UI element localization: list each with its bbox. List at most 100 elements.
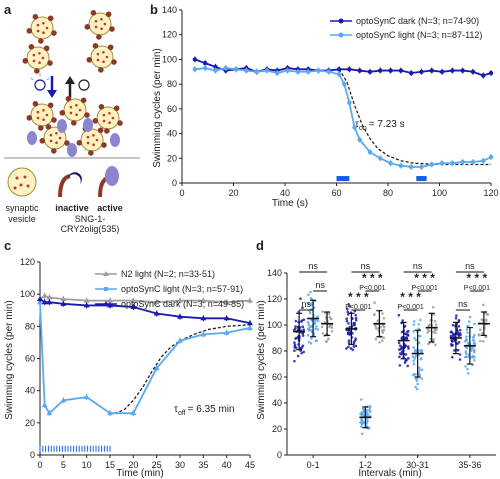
vesicle-protein (32, 100, 39, 107)
data-point (419, 69, 424, 74)
fit-curve (114, 324, 251, 414)
data-point (413, 336, 416, 340)
data-point (415, 379, 419, 383)
vesicle-protein (51, 148, 57, 154)
vesicle-content (42, 108, 45, 112)
panel-d-ylabel: Swimming cycles (per min) (256, 300, 267, 419)
significance-p-value: P<0.001 (397, 304, 423, 311)
data-point (330, 329, 334, 333)
data-point (41, 292, 48, 298)
data-point (465, 346, 469, 350)
data-point (404, 359, 407, 363)
data-point (192, 57, 198, 62)
data-point (336, 67, 342, 72)
panel-label-c: c (4, 238, 11, 253)
data-point (460, 68, 465, 73)
data-point (464, 355, 467, 359)
data-point (414, 372, 417, 376)
vesicle-protein (90, 9, 97, 16)
data-point (452, 333, 456, 337)
data-point (488, 154, 494, 160)
data-point (347, 100, 352, 105)
data-point (427, 329, 431, 332)
y-tick-label: 60 (167, 104, 177, 114)
x-tick-label: 40 (280, 188, 290, 198)
data-point (382, 316, 386, 320)
data-point (357, 137, 362, 142)
data-point (107, 410, 113, 416)
data-point (316, 328, 320, 331)
light-bulb-icon (30, 73, 50, 91)
data-point (313, 321, 317, 325)
data-point (416, 382, 419, 386)
data-point (348, 325, 351, 329)
vesicle-protein (28, 43, 35, 50)
panel-label-d: d (256, 238, 264, 253)
data-point (381, 331, 385, 334)
vesicle (22, 43, 53, 74)
active-protein (110, 133, 120, 147)
data-point (359, 398, 363, 401)
data-point (305, 69, 311, 74)
data-point (192, 67, 198, 72)
data-point (362, 408, 366, 412)
data-point (419, 357, 423, 361)
data-point (302, 328, 305, 331)
vesicle-protein (51, 117, 57, 123)
data-point (347, 322, 350, 325)
data-point (200, 297, 207, 303)
vesicle-content (69, 111, 73, 115)
data-point (309, 342, 313, 345)
data-point (376, 319, 380, 323)
vesicle-label: vesicle (8, 214, 36, 224)
vesicle-protein (26, 28, 33, 34)
data-point (60, 295, 67, 301)
data-point (247, 320, 253, 326)
data-point (450, 355, 454, 359)
data-point (330, 326, 334, 329)
y-tick-label: 40 (167, 129, 177, 139)
y-tick-label: 60 (272, 372, 282, 382)
data-point (320, 325, 324, 329)
significance-label: ns (301, 299, 311, 309)
data-point (427, 342, 430, 346)
vesicle-protein (92, 42, 99, 49)
data-point (233, 67, 239, 72)
vesicle-protein (84, 112, 90, 118)
vesicle-content (75, 113, 78, 116)
panel-c-axes: 0 5 10 15 20 25 30 35 40 45 0 20 40 60 80 100 120 (20, 257, 255, 470)
panel-a-schematic: synaptic vesicle inactive active SNG-1- … (4, 9, 140, 234)
data-point (213, 64, 218, 70)
data-point (380, 339, 384, 342)
data-point (301, 334, 305, 337)
vesicle-content (108, 111, 111, 115)
panel-c-tau-annotation: τoff = 6.35 min (174, 404, 235, 417)
data-point (400, 330, 404, 334)
data-point (408, 70, 414, 76)
data-point (406, 333, 410, 337)
data-point (479, 328, 482, 332)
data-point (60, 300, 67, 306)
data-point (336, 72, 342, 77)
data-point (420, 368, 424, 372)
data-point (293, 328, 296, 332)
data-point (435, 328, 438, 331)
significance-label: * * * (467, 271, 488, 285)
x-tick-label: 15 (105, 460, 115, 470)
data-point (60, 397, 67, 403)
vesicle-content (102, 119, 106, 123)
vesicle-content (36, 23, 40, 27)
x-tick-label: 35-36 (458, 460, 481, 470)
vesicle-content (102, 60, 105, 63)
data-point (362, 421, 366, 424)
panel-b-axes: 0 20 40 60 80 100 120 0 20 40 60 80 100 120 140 (162, 5, 499, 198)
data-point (296, 354, 300, 358)
data-point (310, 329, 313, 332)
data-point (41, 299, 48, 305)
data-point (466, 341, 470, 345)
data-point (293, 359, 296, 363)
y-tick-label: 0 (172, 178, 177, 188)
x-tick-label: 45 (245, 460, 255, 470)
panel-c-legend: N2 light (N=2; n=33-51) optoSynC light (… (95, 269, 244, 309)
